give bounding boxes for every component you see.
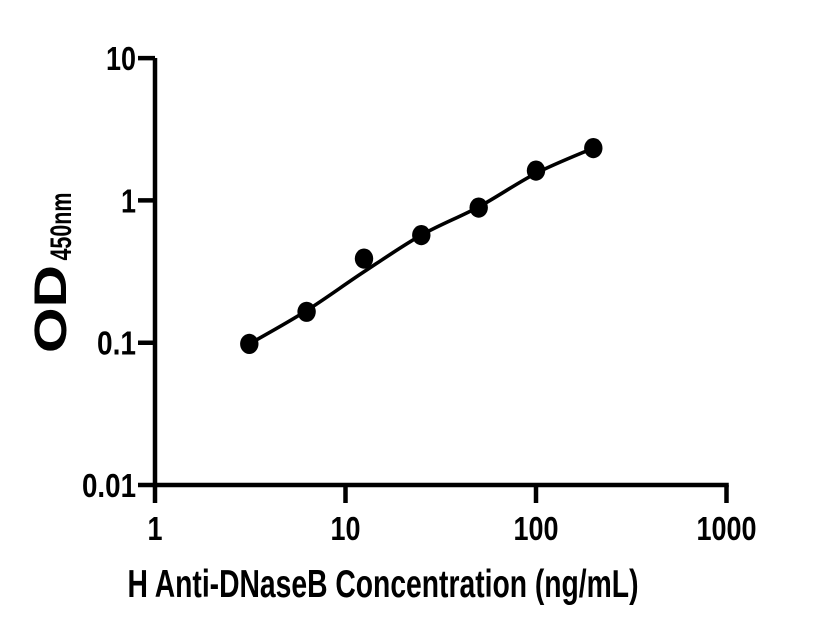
x-tick-label: 1	[148, 510, 163, 547]
y-axis-title: OD 450nm	[25, 193, 78, 353]
x-tick-label: 100	[514, 510, 559, 547]
x-tick-label: 10	[331, 510, 361, 547]
plot-area	[240, 138, 603, 354]
x-tick-label: 1000	[697, 510, 757, 547]
x-axis-title: H Anti-DNaseB Concentration (ng/mL)	[128, 563, 639, 606]
data-point	[240, 333, 259, 354]
axes	[138, 55, 729, 503]
data-point	[469, 197, 488, 218]
data-point	[526, 160, 546, 181]
y-tick-label: 10	[106, 40, 136, 77]
y-axis-title-subscript: 450nm	[45, 193, 78, 261]
data-point	[412, 225, 431, 246]
y-tick-label: 0.1	[97, 325, 136, 362]
y-axis-title-main: OD	[25, 265, 76, 353]
data-point	[584, 138, 603, 159]
tick-labels: 1 10 100 1000 10 1 0.1 0.01	[82, 40, 757, 547]
y-tick-label: 1	[121, 182, 136, 219]
y-tick-label: 0.01	[82, 467, 136, 504]
data-point	[354, 248, 374, 269]
data-point	[297, 301, 316, 322]
